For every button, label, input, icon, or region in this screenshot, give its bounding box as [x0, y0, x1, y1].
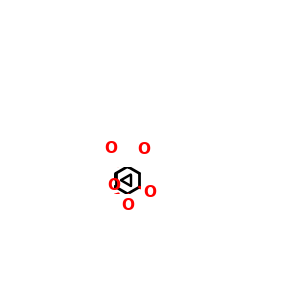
Text: O: O — [121, 198, 134, 213]
Text: O: O — [143, 185, 156, 200]
Circle shape — [106, 185, 113, 193]
Circle shape — [96, 183, 104, 191]
Text: O: O — [138, 142, 151, 157]
Text: O: O — [104, 141, 118, 156]
Text: O: O — [107, 178, 120, 193]
